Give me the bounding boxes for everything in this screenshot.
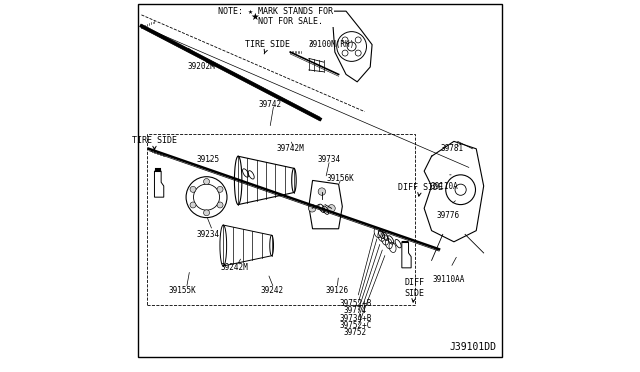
Circle shape <box>204 210 209 216</box>
Text: 39734: 39734 <box>317 155 341 164</box>
Text: 39742M: 39742M <box>276 144 304 153</box>
Text: 39776: 39776 <box>436 211 460 220</box>
Bar <box>147 134 415 305</box>
Text: J39101DD: J39101DD <box>450 341 497 352</box>
Text: 39100M(RH): 39100M(RH) <box>308 40 355 49</box>
Text: TIRE SIDE: TIRE SIDE <box>132 136 177 150</box>
Text: ★: ★ <box>250 12 259 22</box>
Text: 39242M: 39242M <box>221 263 248 272</box>
Text: NOTE: ★ MARK STANDS FOR
      NOT FOR SALE.: NOTE: ★ MARK STANDS FOR NOT FOR SALE. <box>218 7 333 26</box>
Text: 39734+B: 39734+B <box>339 314 372 323</box>
Text: 39156K: 39156K <box>326 174 355 183</box>
Text: 39752: 39752 <box>344 328 367 337</box>
Text: 39155K: 39155K <box>168 286 196 295</box>
Text: 39110A: 39110A <box>431 182 458 190</box>
Text: 39126: 39126 <box>325 286 348 295</box>
Text: DIFF
SIDE: DIFF SIDE <box>405 278 425 302</box>
Text: 39752+C: 39752+C <box>339 321 372 330</box>
Text: 39125: 39125 <box>197 155 220 164</box>
Text: 39110AA: 39110AA <box>432 275 465 283</box>
Text: 39742: 39742 <box>258 100 282 109</box>
Circle shape <box>217 202 223 208</box>
Circle shape <box>318 188 326 195</box>
Circle shape <box>204 179 209 185</box>
Text: DIFF SIDE: DIFF SIDE <box>398 183 443 196</box>
Circle shape <box>217 186 223 192</box>
Text: 39202M: 39202M <box>187 62 215 71</box>
Text: 39781: 39781 <box>440 144 463 153</box>
Circle shape <box>308 205 316 212</box>
Text: 39242: 39242 <box>260 286 284 295</box>
Text: 39774: 39774 <box>344 306 367 315</box>
Circle shape <box>328 205 335 212</box>
Text: 39234: 39234 <box>197 230 220 239</box>
Circle shape <box>190 202 196 208</box>
Circle shape <box>190 186 196 192</box>
Text: TIRE SIDE: TIRE SIDE <box>245 39 291 54</box>
Text: 39752+B: 39752+B <box>339 299 372 308</box>
